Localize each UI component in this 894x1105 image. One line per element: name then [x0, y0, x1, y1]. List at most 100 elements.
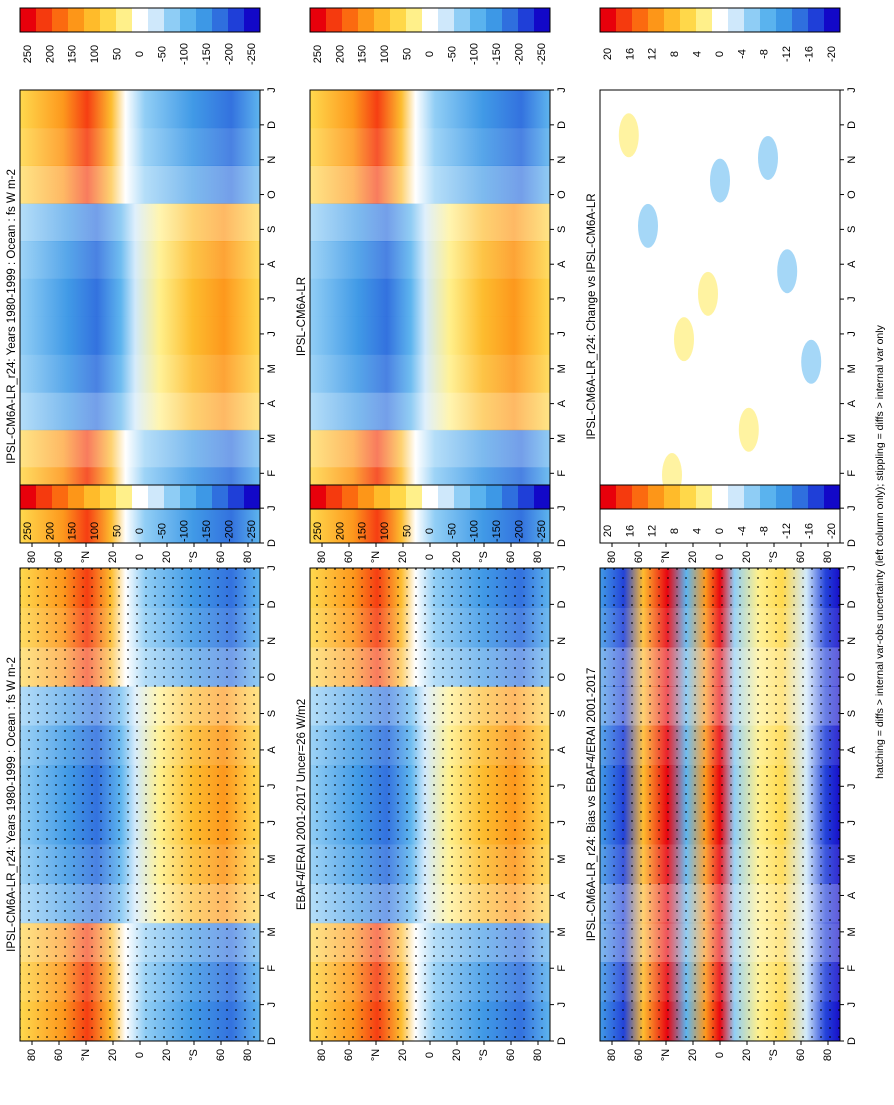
stippling [20, 568, 260, 1041]
colorbar-label: 12 [647, 48, 659, 60]
month-tick-label: F [846, 965, 858, 972]
colorbar-label: 0 [424, 51, 436, 57]
colorbar-label: -12 [781, 523, 793, 539]
month-tick-label: O [556, 190, 568, 199]
month-tick-label: J [266, 331, 278, 337]
colorbar-swatch [132, 8, 149, 32]
panel-title: EBAF4/ERAI 2001-2017 Uncer=26 W/m2 [296, 699, 308, 910]
lat-tick-label: 20 [451, 1049, 463, 1061]
month-tick-label: J [846, 505, 858, 511]
colorbar-swatch [310, 485, 327, 509]
colorbar-swatch [648, 8, 665, 32]
colorbar-label: -250 [536, 43, 548, 65]
colorbar-label: -20 [826, 46, 838, 62]
panel-bot-left: D J F M A M J J A S O N D J 80 60 °N 20 0 20 °S 60 80 IPSL-CM6A… [586, 565, 858, 1061]
lat-tick-label: 60 [343, 551, 355, 563]
month-tick-label: J [846, 296, 858, 302]
month-tick-label: F [266, 470, 278, 477]
colorbar-label: 50 [112, 525, 124, 537]
month-tick-label: M [266, 854, 278, 863]
month-tick-label: M [846, 854, 858, 863]
colorbar-label: -4 [736, 526, 748, 536]
lat-tick-label: 20 [687, 551, 699, 563]
colorbar-label: 16 [624, 48, 636, 60]
month-tick-label: N [266, 156, 278, 164]
month-tick-label: J [846, 331, 858, 337]
colorbar-swatch [648, 485, 665, 509]
colorbar-label: -50 [156, 523, 168, 539]
colorbar-swatch [680, 8, 697, 32]
month-tick-label: J [846, 87, 858, 93]
lat-tick-label: 20 [451, 551, 463, 563]
colorbar-swatch [20, 485, 37, 509]
month-tick-label: A [846, 746, 858, 754]
month-tick-label: D [556, 1037, 568, 1045]
month-tick-label: J [266, 820, 278, 826]
colorbar-swatch [148, 485, 165, 509]
colorbar-swatch [68, 8, 85, 32]
colorbar-swatch [116, 8, 133, 32]
colorbar-label: -8 [759, 49, 771, 59]
lat-tick-label: 80 [242, 1049, 254, 1061]
month-tick-label: J [266, 1002, 278, 1008]
colorbar-swatch [52, 8, 69, 32]
month-tick-label: N [846, 156, 858, 164]
field-blob [777, 249, 798, 294]
colorbar-label: 20 [602, 48, 614, 60]
field-band [20, 90, 260, 129]
colorbar-swatch [518, 485, 535, 509]
month-tick-label: A [556, 746, 568, 754]
colorbar-swatch [616, 8, 633, 32]
colorbar-label: -100 [469, 43, 481, 65]
month-tick-label: O [266, 190, 278, 199]
lat-tick-label: 60 [215, 1049, 227, 1061]
colorbar-label: -16 [804, 46, 816, 62]
month-tick-label: A [846, 260, 858, 268]
month-tick-label: J [266, 87, 278, 93]
lat-tick-label: °S [478, 551, 490, 563]
month-tick-label: A [556, 399, 568, 407]
colorbar-label: -200 [514, 43, 526, 65]
colorbar-label: 20 [602, 525, 614, 537]
field-blob [738, 407, 759, 452]
colorbar-label: -50 [446, 46, 458, 62]
colorbar-bottom-right: 20 16 12 8 4 0 -4 -8 -12 -16 -20 [599, 7, 841, 62]
lat-tick-label: °N [660, 551, 672, 563]
colorbar-swatch [406, 8, 423, 32]
colorbar-swatch [100, 8, 117, 32]
colorbar-label: 0 [134, 51, 146, 57]
lat-tick-label: 20 [741, 1049, 753, 1061]
colorbar-swatch [664, 8, 681, 32]
month-tick-label: A [266, 399, 278, 407]
lat-tick-label: 60 [795, 551, 807, 563]
colorbar-swatch [68, 485, 85, 509]
colorbar-swatch [728, 8, 745, 32]
colorbar-swatch [196, 8, 213, 32]
lat-tick-label: 60 [633, 1049, 645, 1061]
field-band [310, 278, 550, 317]
colorbar-swatch [470, 485, 487, 509]
colorbar-swatch [680, 485, 697, 509]
month-tick-label: N [556, 637, 568, 645]
colorbar-label: 200 [44, 522, 56, 540]
month-tick-label: D [556, 121, 568, 129]
field-band [20, 203, 260, 242]
field-blob [758, 135, 778, 180]
colorbar-swatch [776, 8, 793, 32]
month-tick-label: J [556, 505, 568, 511]
colorbar-swatch [390, 8, 407, 32]
field-band [310, 241, 550, 280]
colorbar-swatch [760, 8, 777, 32]
colorbar-label: 150 [67, 522, 79, 540]
lat-tick-label: 80 [26, 1049, 38, 1061]
colorbar-swatch [534, 485, 551, 509]
colorbar-label: 50 [402, 525, 414, 537]
colorbar-swatch [36, 8, 53, 32]
colorbar-swatch [454, 485, 471, 509]
lat-tick-label: 60 [633, 551, 645, 563]
lat-tick-label: 0 [714, 554, 726, 560]
colorbar-label: 50 [112, 48, 124, 60]
colorbar-label: -50 [446, 523, 458, 539]
panel-title: IPSL-CM6A-LR_r24: Years 1980-1999 : Ocea… [6, 657, 18, 952]
